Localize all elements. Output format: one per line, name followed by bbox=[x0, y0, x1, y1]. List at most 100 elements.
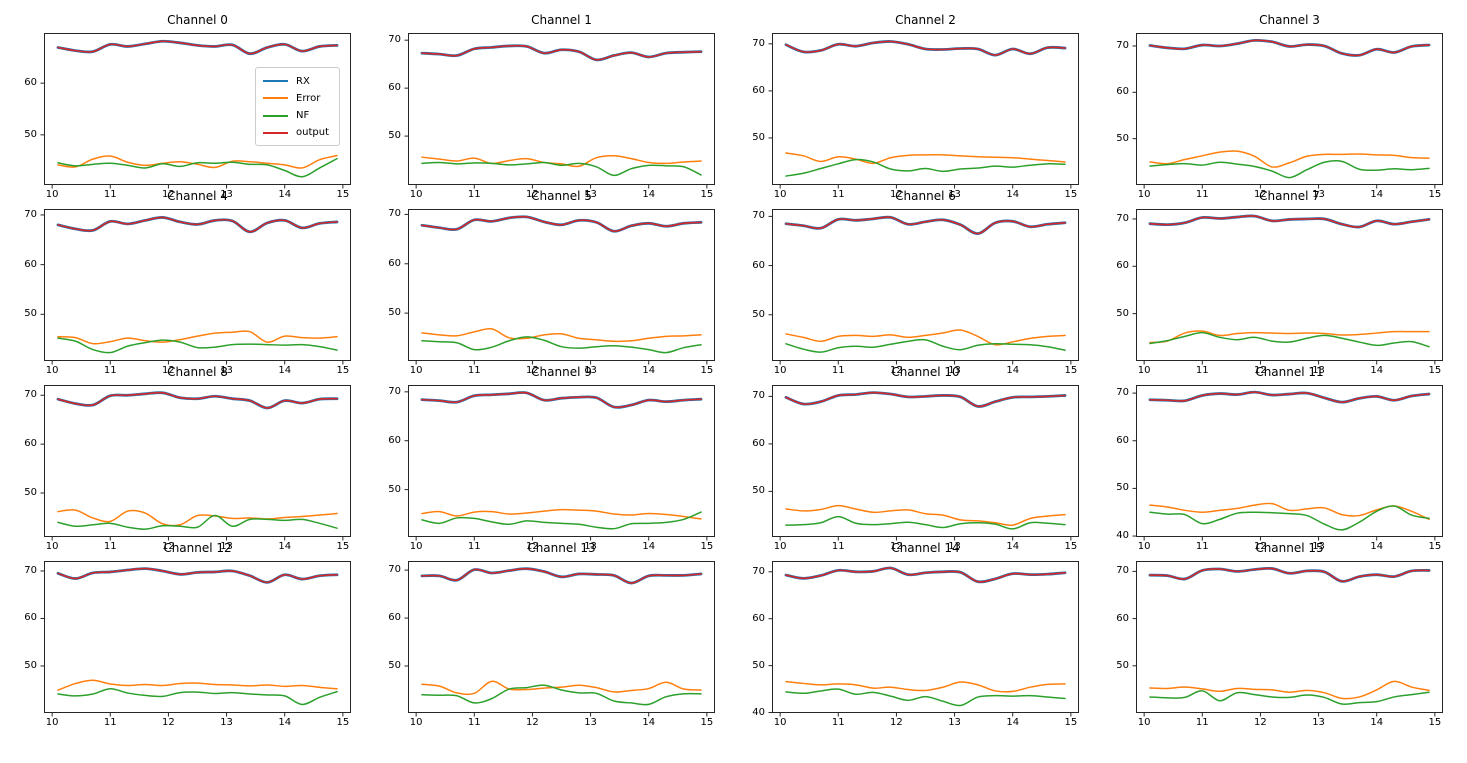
line-rx bbox=[56, 567, 339, 584]
legend-entry-rx: RX bbox=[263, 73, 333, 89]
line-nf bbox=[1149, 160, 1430, 179]
x-tick-label: 14 bbox=[1370, 189, 1384, 200]
subplot-channel-1: Channel 1 50 60 70 10 11 12 13 14 15 bbox=[388, 13, 715, 200]
x-tick-label: 11 bbox=[831, 365, 845, 376]
x-tick-label: 11 bbox=[831, 541, 845, 552]
x-tick-label: 10 bbox=[1137, 717, 1151, 728]
y-tick-label: 70 bbox=[752, 390, 765, 402]
line-rx bbox=[56, 391, 339, 410]
axes-frame bbox=[44, 385, 351, 537]
y-tick-label: 70 bbox=[752, 210, 765, 222]
x-tick-label: 12 bbox=[1254, 189, 1267, 200]
x-tick-label: 12 bbox=[890, 541, 903, 552]
subplot-title: Channel 7 bbox=[1259, 189, 1320, 203]
line-rx bbox=[420, 215, 703, 233]
x-tick-label: 15 bbox=[1428, 541, 1442, 552]
x-tick-label: 14 bbox=[278, 189, 292, 200]
subplot-channel-5: Channel 5 50 60 70 10 11 12 13 14 15 bbox=[388, 189, 715, 376]
x-tick-label: 10 bbox=[773, 717, 787, 728]
line-error bbox=[57, 509, 338, 527]
line-output bbox=[57, 40, 338, 55]
x-tick-label: 11 bbox=[467, 717, 481, 728]
legend-entry-output: output bbox=[263, 125, 333, 141]
line-nf bbox=[1149, 505, 1430, 531]
line-error bbox=[785, 504, 1066, 527]
line-error bbox=[57, 679, 338, 691]
x-tick-label: 13 bbox=[948, 541, 961, 552]
subplot-title: Channel 2 bbox=[895, 13, 956, 27]
subplot-channel-6: Channel 6 50 60 70 10 11 12 13 14 15 bbox=[752, 189, 1079, 376]
y-tick-label: 70 bbox=[1116, 39, 1129, 51]
x-tick-label: 13 bbox=[584, 541, 597, 552]
x-tick-label: 10 bbox=[409, 365, 423, 376]
x-tick-label: 15 bbox=[336, 541, 350, 552]
axes-plot-area bbox=[1132, 561, 1443, 717]
subplot-title: Channel 4 bbox=[167, 189, 228, 203]
y-tick-label: 50 bbox=[24, 487, 37, 498]
line-output bbox=[1149, 215, 1430, 228]
subplot-channel-4: Channel 4 50 60 70 10 11 12 13 14 15 bbox=[24, 189, 351, 376]
line-output bbox=[785, 391, 1066, 408]
y-tick-label: 70 bbox=[24, 564, 37, 576]
x-tick-label: 14 bbox=[1006, 365, 1020, 376]
x-tick-label: 10 bbox=[45, 189, 59, 200]
axes-plot-area bbox=[768, 561, 1079, 717]
y-tick-label: 60 bbox=[1116, 86, 1129, 98]
axes-frame bbox=[408, 209, 715, 361]
line-error bbox=[421, 680, 702, 696]
subplot-channel-2: Channel 2 50 60 70 10 11 12 13 14 15 bbox=[752, 13, 1079, 200]
subplot-channel-9: Channel 9 50 60 70 10 11 12 13 14 15 bbox=[388, 365, 715, 552]
x-tick-label: 13 bbox=[584, 365, 597, 376]
y-tick-label: 50 bbox=[24, 659, 37, 671]
y-tick-label: 50 bbox=[752, 485, 765, 497]
axes-plot-area bbox=[40, 561, 351, 717]
line-nf bbox=[57, 514, 338, 530]
x-tick-label: 15 bbox=[700, 541, 714, 552]
y-tick-label: 70 bbox=[24, 389, 37, 401]
x-tick-label: 10 bbox=[1137, 541, 1151, 552]
x-tick-label: 13 bbox=[1312, 541, 1325, 552]
x-tick-label: 13 bbox=[220, 189, 233, 200]
x-tick-label: 14 bbox=[1006, 717, 1020, 728]
axes-plot-area bbox=[1132, 33, 1443, 189]
x-tick-label: 11 bbox=[1195, 365, 1209, 376]
x-tick-label: 11 bbox=[831, 189, 845, 200]
y-tick-label: 70 bbox=[752, 565, 765, 577]
line-error bbox=[1149, 680, 1430, 700]
y-tick-label: 50 bbox=[24, 128, 37, 140]
subplot-channel-7: Channel 7 50 60 70 10 11 12 13 14 15 bbox=[1116, 189, 1443, 376]
axes-plot-area bbox=[40, 209, 351, 365]
line-output bbox=[57, 567, 338, 584]
axes-frame bbox=[772, 385, 1079, 537]
y-tick-label: 50 bbox=[388, 307, 401, 319]
x-tick-label: 10 bbox=[1137, 189, 1151, 200]
line-nf bbox=[421, 161, 702, 177]
x-tick-label: 15 bbox=[1064, 189, 1078, 200]
axes-frame bbox=[44, 209, 351, 361]
x-tick-label: 11 bbox=[1195, 189, 1209, 200]
axes-frame bbox=[1136, 209, 1443, 361]
y-tick-label: 60 bbox=[1116, 260, 1129, 272]
axes-frame bbox=[44, 561, 351, 713]
line-error bbox=[1149, 330, 1430, 344]
x-tick-label: 12 bbox=[1254, 717, 1267, 728]
x-tick-label: 13 bbox=[220, 541, 233, 552]
x-tick-label: 11 bbox=[1195, 717, 1209, 728]
line-error bbox=[421, 327, 702, 343]
subplot-channel-8: Channel 8 50 60 70 10 11 12 13 14 15 bbox=[24, 365, 351, 552]
x-tick-label: 15 bbox=[700, 717, 714, 728]
x-tick-label: 12 bbox=[526, 541, 539, 552]
x-tick-label: 13 bbox=[1312, 189, 1325, 200]
y-tick-label: 70 bbox=[388, 208, 401, 220]
y-tick-label: 50 bbox=[388, 660, 401, 671]
axes-frame bbox=[772, 561, 1079, 713]
subplot-channel-11: Channel 11 40 50 60 70 10 11 12 13 14 15 bbox=[1116, 365, 1443, 552]
line-output bbox=[1149, 39, 1430, 57]
y-tick-label: 70 bbox=[388, 385, 401, 397]
x-tick-label: 14 bbox=[1370, 365, 1384, 376]
x-tick-label: 11 bbox=[103, 717, 117, 728]
axes-frame bbox=[1136, 385, 1443, 537]
axes-plot-area bbox=[1132, 385, 1443, 541]
y-tick-label: 70 bbox=[1116, 212, 1129, 224]
line-nf bbox=[1149, 690, 1430, 705]
